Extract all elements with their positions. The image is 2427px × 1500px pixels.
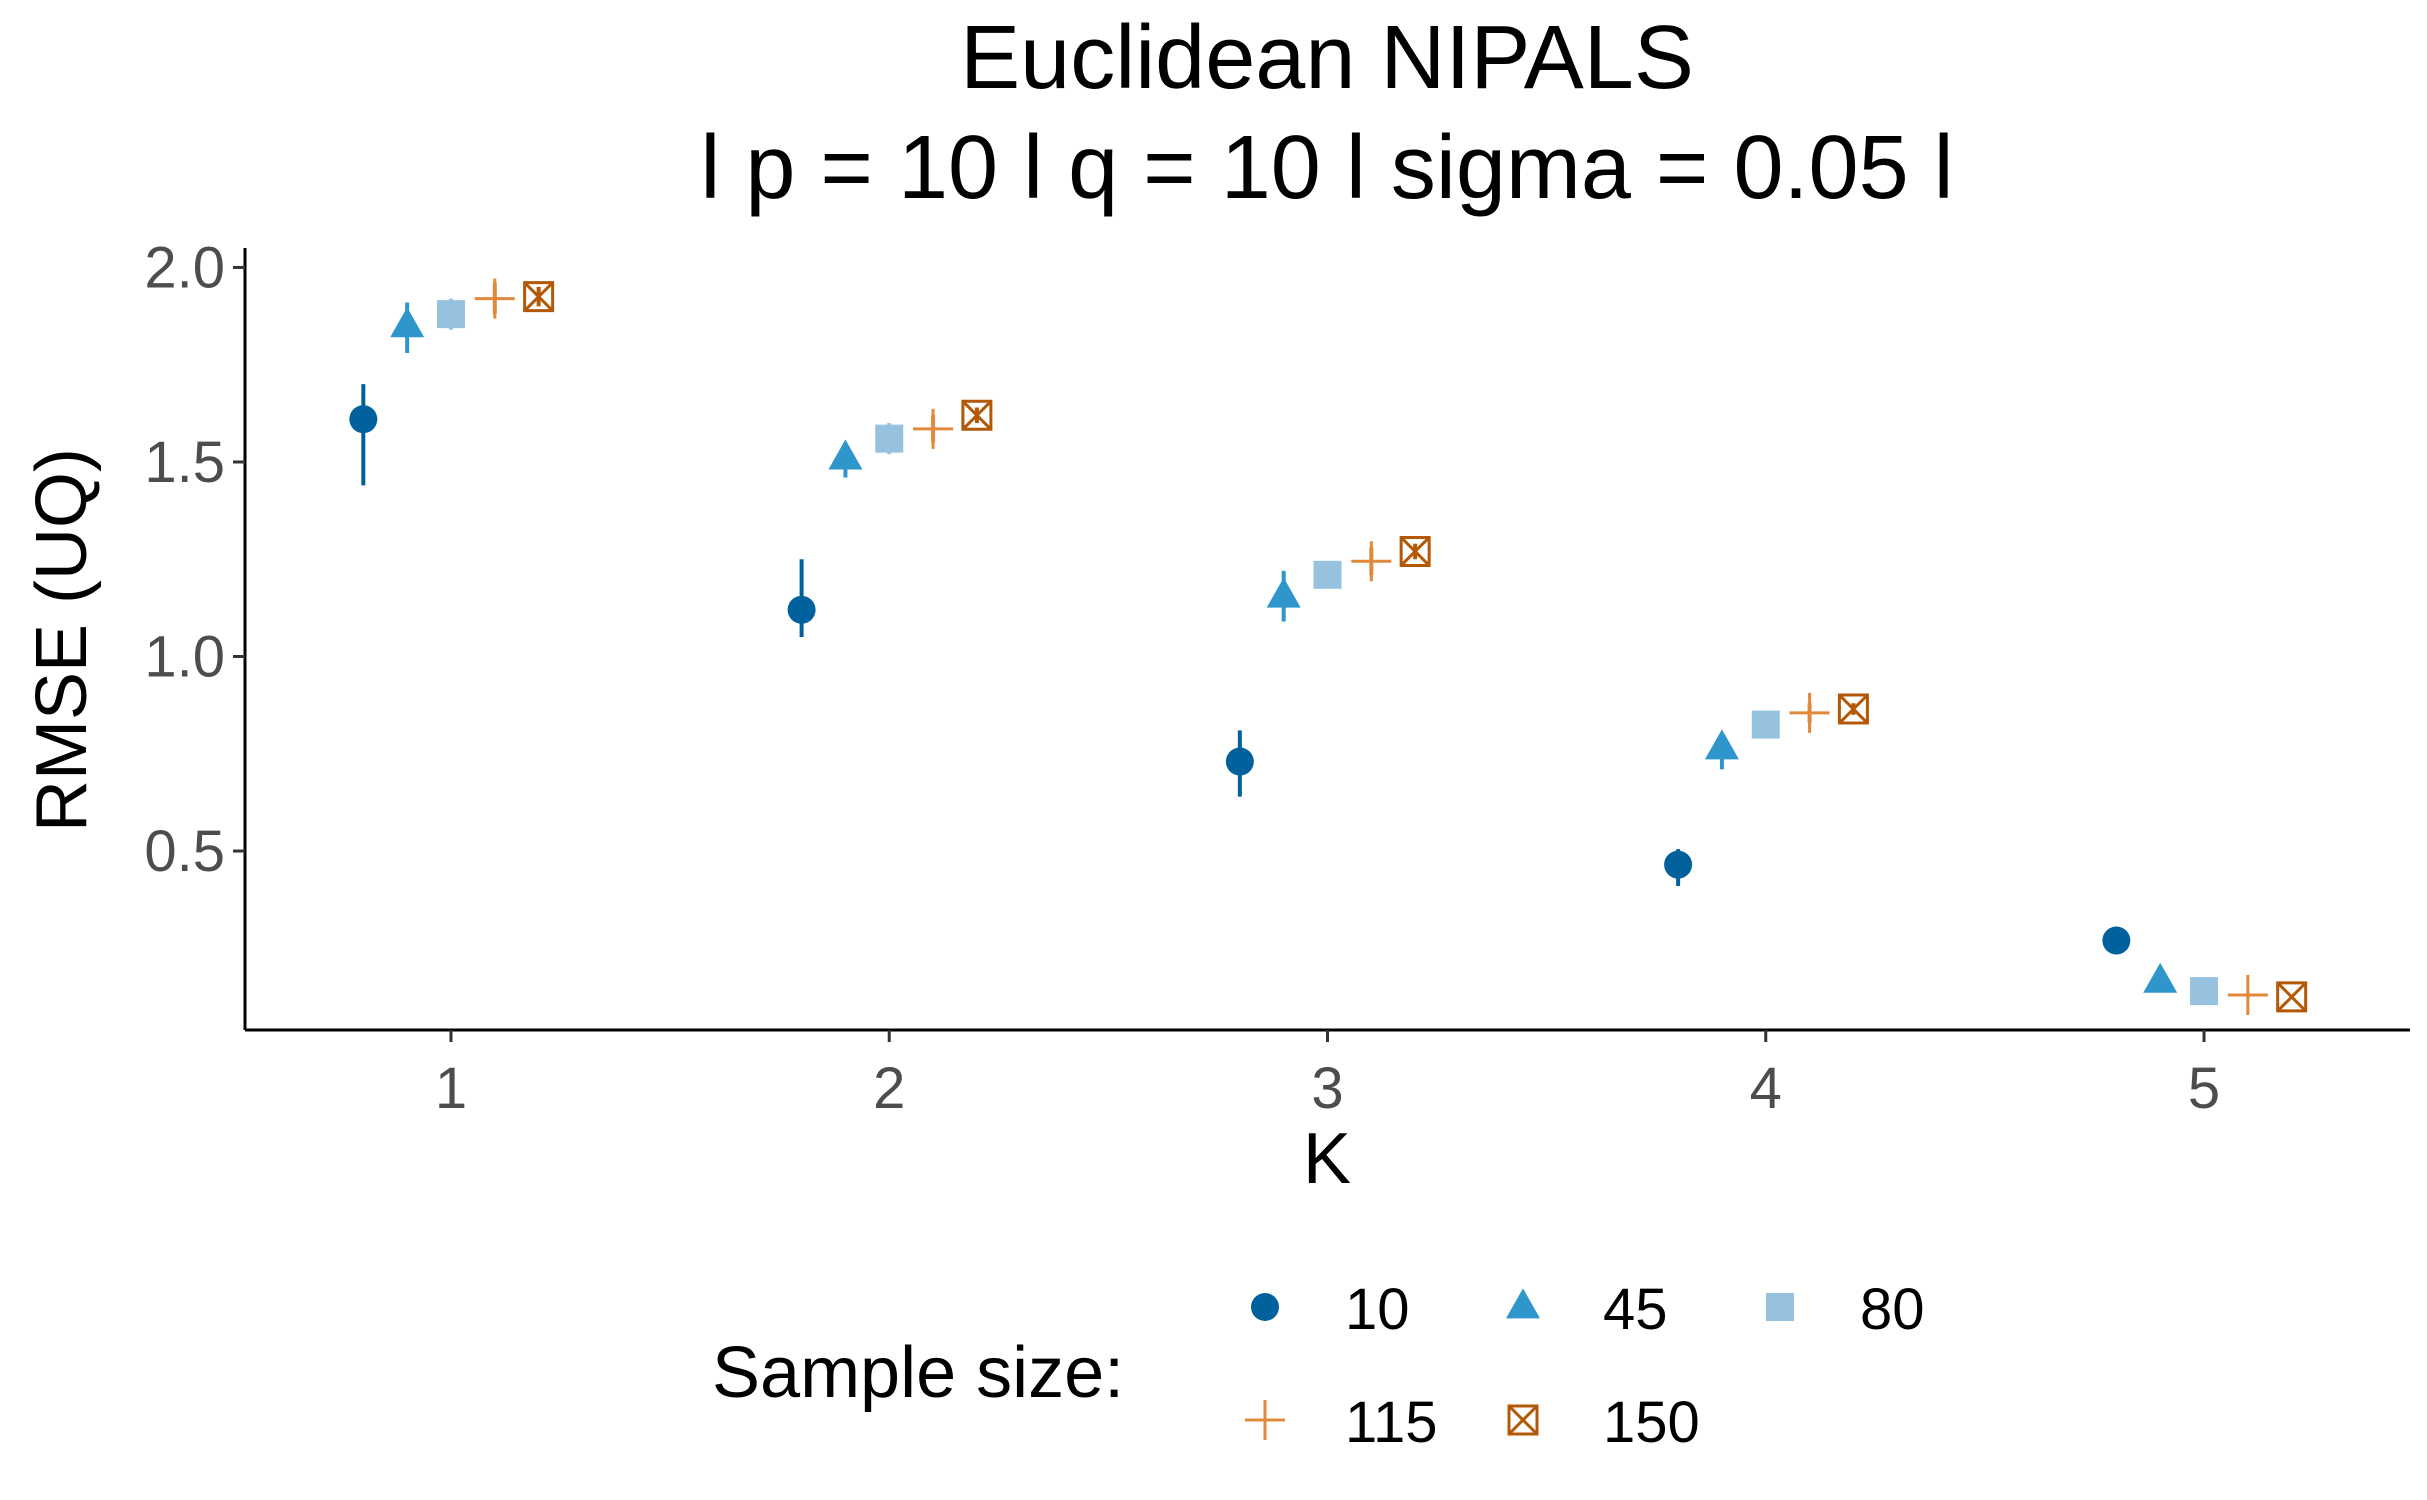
data-point [1351, 541, 1392, 582]
legend-key [1507, 1404, 1539, 1436]
y-axis-ticks: 0.5 1.0 1.5 2.0 [144, 235, 245, 884]
legend-label: 115 [1345, 1390, 1437, 1455]
x-tick-label: 1 [435, 1056, 467, 1121]
data-point [523, 281, 555, 313]
legend-item-10: 10 [1251, 1277, 1410, 1342]
y-tick-label: 2.0 [144, 235, 225, 300]
series-150 [523, 281, 2308, 1013]
legend-title: Sample size: [712, 1333, 1124, 1413]
legend-key [1245, 1400, 1285, 1440]
legend: Sample size: 10 45 80 115 150 [712, 1277, 1925, 1455]
chart-title: Euclidean NIPALS [960, 8, 1694, 108]
legend-item-150: 150 [1507, 1390, 1700, 1455]
data-point [1266, 577, 1301, 608]
series-10 [349, 384, 2131, 955]
legend-label: 45 [1603, 1277, 1668, 1342]
data-point [828, 439, 863, 470]
data-point [474, 278, 515, 319]
data-point [787, 595, 816, 624]
legend-item-45: 45 [1506, 1277, 1668, 1342]
data-point [2276, 981, 2308, 1013]
data-point [436, 300, 465, 329]
y-tick-label: 0.5 [144, 819, 225, 884]
legend-label: 80 [1860, 1277, 1925, 1342]
data-point [1789, 692, 1830, 733]
data-point [349, 405, 378, 434]
data-point [2227, 974, 2268, 1015]
x-axis-title: K [1303, 1119, 1351, 1199]
data-point [961, 399, 993, 431]
series-45 [390, 302, 2178, 993]
data-point [2190, 977, 2219, 1006]
data-point [390, 307, 425, 338]
data-point [913, 408, 954, 449]
legend-items: 10 45 80 115 150 [1245, 1277, 1925, 1455]
data-point [1313, 560, 1342, 589]
legend-key [1766, 1293, 1794, 1321]
x-tick-label: 4 [1750, 1056, 1782, 1121]
legend-item-115: 115 [1245, 1390, 1437, 1455]
series-115 [474, 278, 2268, 1015]
legend-item-80: 80 [1766, 1277, 1925, 1342]
legend-key [1506, 1288, 1540, 1319]
data-marks [349, 278, 2308, 1015]
x-tick-label: 5 [2188, 1056, 2220, 1121]
data-point [1704, 729, 1739, 760]
x-tick-label: 3 [1311, 1056, 1343, 1121]
data-point [2143, 962, 2178, 993]
data-point [1837, 693, 1869, 725]
data-point [1225, 747, 1254, 776]
legend-label: 150 [1603, 1390, 1700, 1455]
series-80 [436, 298, 2219, 1006]
legend-label: 10 [1345, 1277, 1410, 1342]
data-point [1399, 535, 1431, 567]
data-point [1751, 710, 1780, 739]
data-point [875, 424, 904, 453]
data-point [2102, 926, 2131, 955]
y-axis-title: RMSE (UQ) [22, 448, 102, 832]
y-tick-label: 1.0 [144, 625, 225, 690]
chart-subtitle: l p = 10 l q = 10 l sigma = 0.05 l [700, 118, 1953, 218]
x-axis-ticks: 1 2 3 4 5 [435, 1030, 2220, 1121]
x-tick-label: 2 [873, 1056, 905, 1121]
legend-key [1251, 1293, 1279, 1321]
data-point [1664, 850, 1693, 879]
y-tick-label: 1.5 [144, 430, 225, 495]
